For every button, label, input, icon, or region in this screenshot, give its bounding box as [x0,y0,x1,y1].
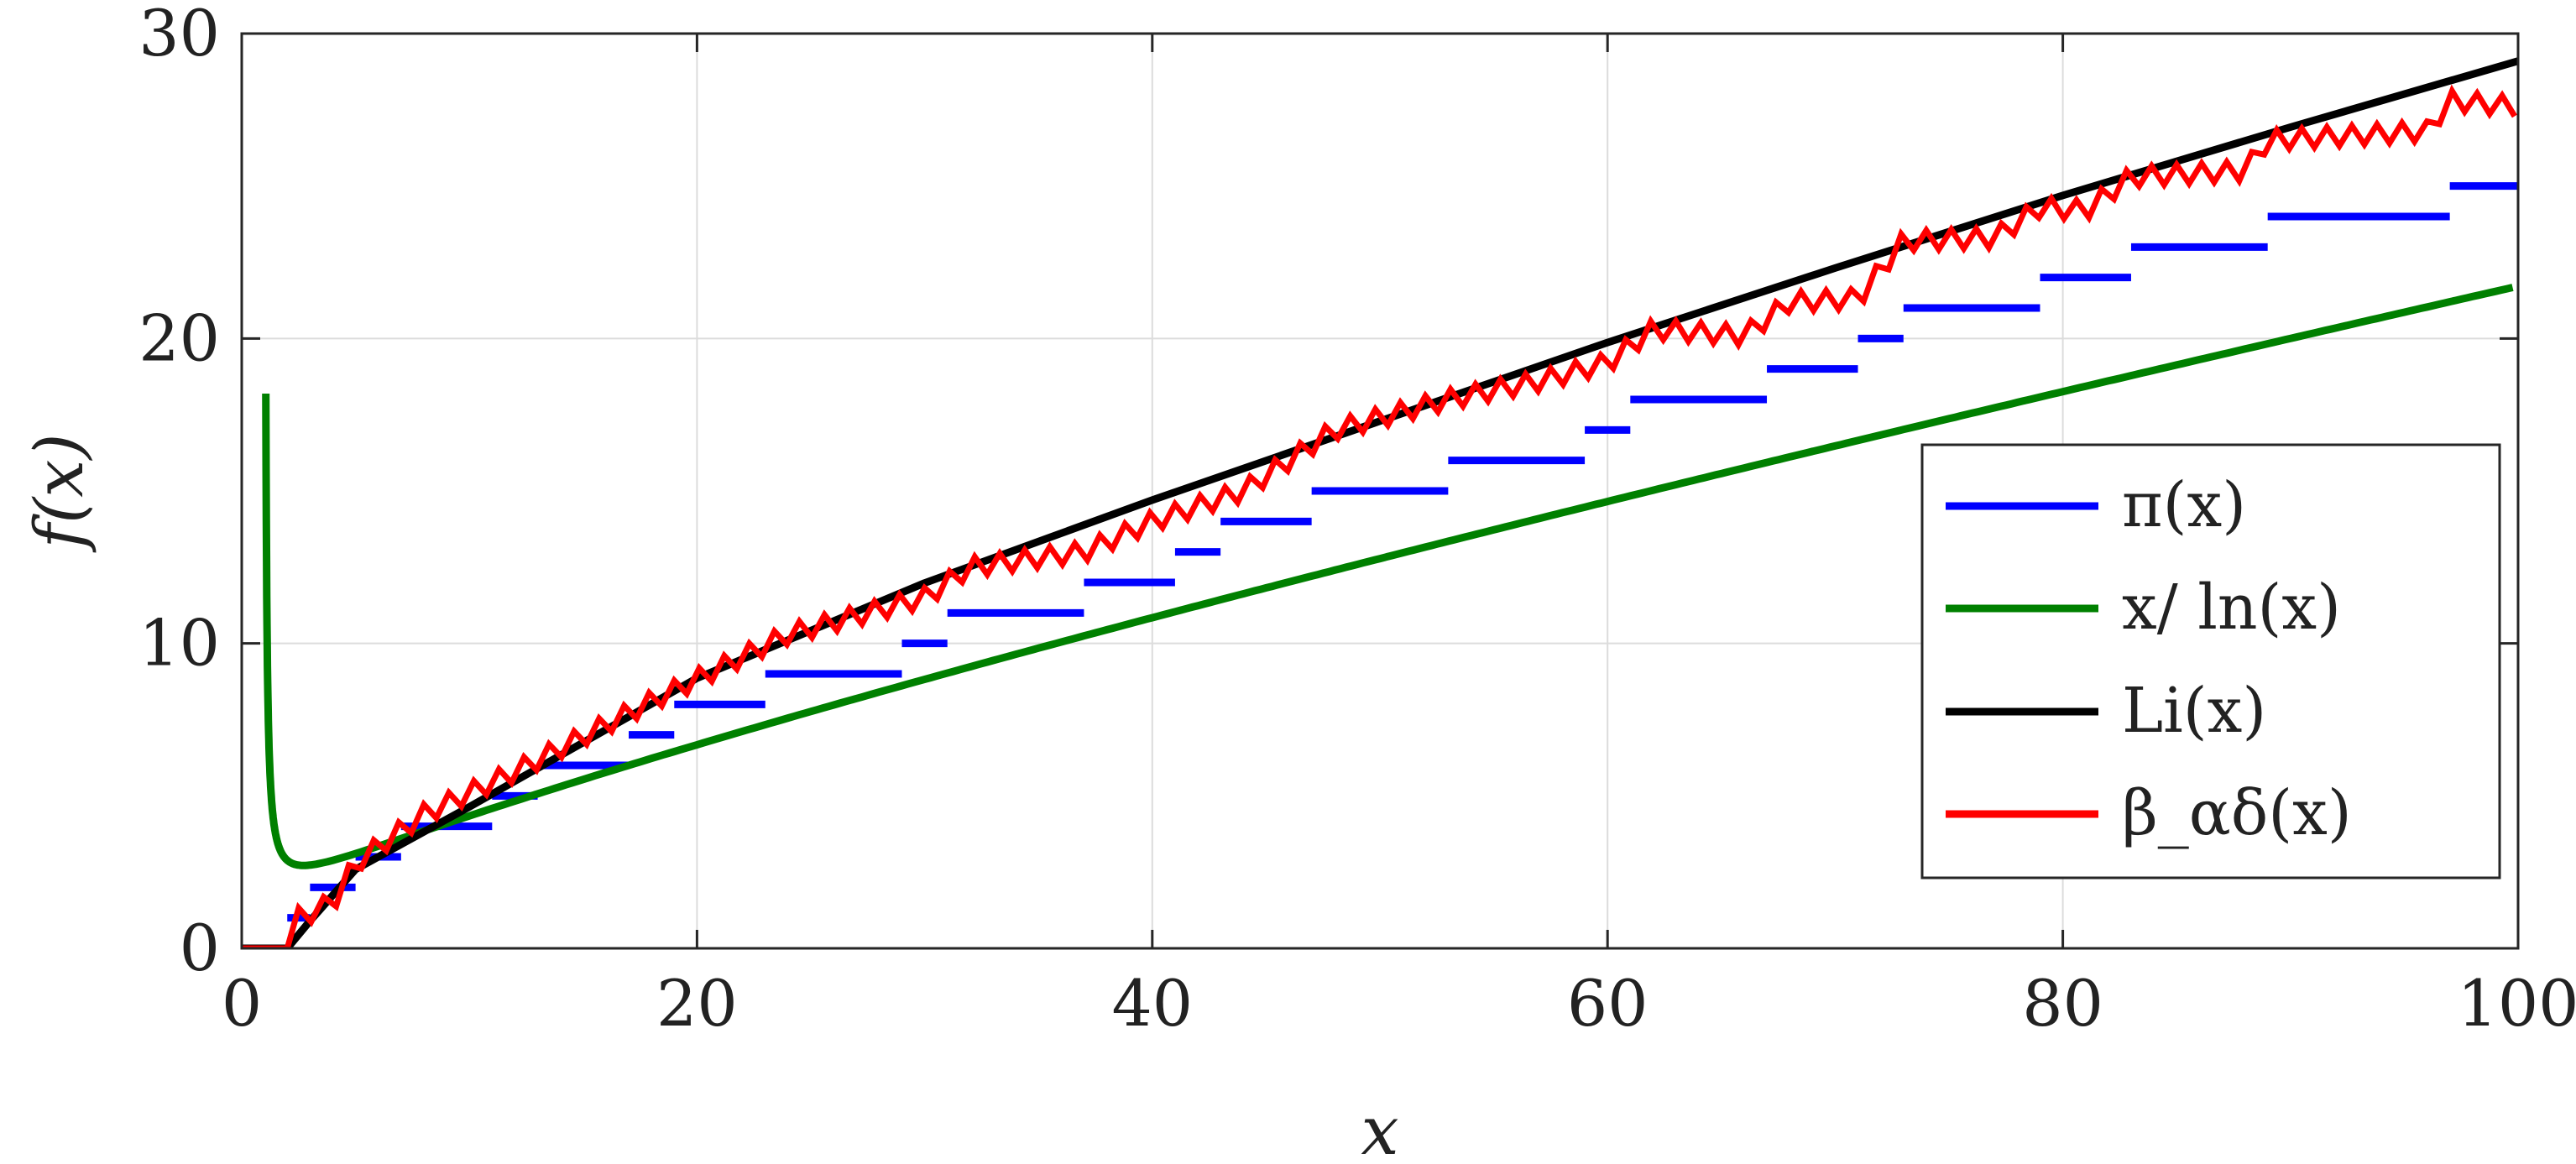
legend-label-pi: π(x) [2122,469,2246,541]
x-tick-label: 0 [222,966,262,1041]
legend-label-beta: β_αδ(x) [2122,777,2352,849]
beta-line [242,84,2517,948]
x-over-ln-x-line [262,284,2514,869]
legend-label-li: Li(x) [2122,675,2266,747]
x-axis-label: x [1361,1092,1398,1164]
x-tick-label: 100 [2457,966,2576,1041]
legend: π(x) x/ ln(x) Li(x) β_αδ(x) [1920,443,2501,880]
legend-box [1920,443,2501,880]
y-tick-label: 30 [138,0,220,70]
x-tick-label: 40 [1111,966,1193,1041]
y-tick-label: 0 [180,911,220,985]
x-tick-label: 80 [2022,966,2103,1041]
x-tick-label: 60 [1567,966,1649,1041]
axes-frame [240,32,2520,950]
y-tick-label: 10 [138,606,220,681]
series-layer [242,57,2518,948]
x-tick-label: 20 [656,966,738,1041]
y-axis-label: f(x) [20,433,98,552]
y-tick-label: 20 [138,300,220,375]
ticks: 0 20 40 60 80 100 0 10 20 30 [138,0,2576,1041]
legend-label-xlnx: x/ ln(x) [2122,572,2341,644]
